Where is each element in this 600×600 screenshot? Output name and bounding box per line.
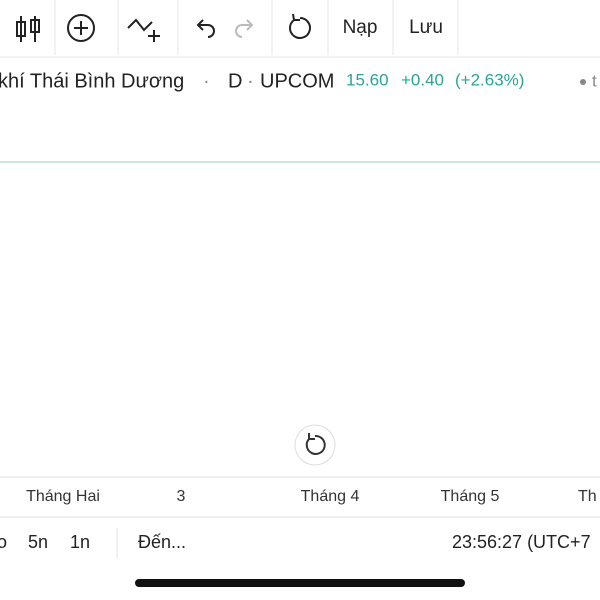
x-label: Tháng 4 (301, 488, 360, 505)
symbol-name: khí Thái Bình Dương (0, 70, 184, 92)
separator: · (203, 70, 210, 92)
change-percent: (+2.63%) (455, 70, 524, 89)
x-label: 3 (177, 488, 186, 505)
compare-icon[interactable] (127, 18, 160, 42)
x-label: Th (578, 488, 597, 505)
range-button[interactable]: 1n (70, 532, 90, 552)
range-button[interactable]: o (0, 532, 7, 552)
reset-button[interactable] (294, 424, 336, 466)
interval: D (228, 70, 242, 92)
add-indicator-icon[interactable] (67, 14, 95, 42)
truncated: t (592, 71, 597, 90)
reload-icon[interactable] (289, 13, 311, 39)
goto-button[interactable]: Đến... (138, 532, 186, 552)
change: +0.40 (401, 70, 444, 89)
home-indicator (135, 579, 465, 587)
x-label: Tháng 5 (441, 488, 500, 505)
save-button[interactable]: Lưu (409, 17, 443, 38)
separator: · (247, 70, 254, 92)
exchange: UPCOM (260, 70, 334, 92)
price: 15.60 (346, 70, 389, 89)
clock: 23:56:27 (UTC+7 (452, 532, 591, 552)
range-button[interactable]: 5n (28, 532, 48, 552)
status-dot (580, 79, 586, 85)
toolbar (0, 0, 600, 58)
undo-icon[interactable] (196, 19, 215, 38)
load-button[interactable]: Nạp (343, 17, 378, 38)
redo-icon (235, 19, 254, 38)
candle-icon[interactable] (16, 16, 40, 42)
x-label: Tháng Hai (26, 488, 100, 505)
